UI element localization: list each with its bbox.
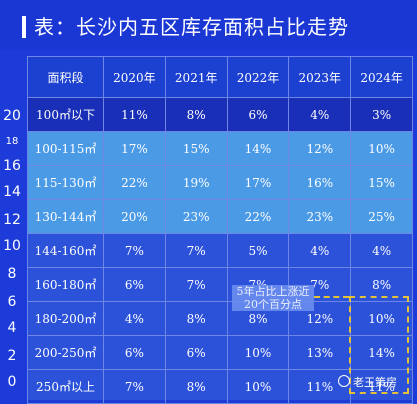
column-header-year: 2022年 xyxy=(226,56,290,98)
table-header-row: 面积段 2020年 2021年 2022年 2023年 2024年 xyxy=(27,56,413,98)
y-tick-label: 4 xyxy=(7,320,17,336)
table-cell: 25% xyxy=(350,199,413,234)
table-cell: 17% xyxy=(226,165,290,200)
table-cell: 15% xyxy=(164,131,228,166)
y-tick-label: 0 xyxy=(7,374,17,390)
data-table-container: 面积段 2020年 2021年 2022年 2023年 2024年 100㎡以下 11% 8%… xyxy=(27,56,413,404)
watermark-icon xyxy=(338,375,350,387)
row-label: 250㎡以上 xyxy=(27,369,104,404)
y-tick-label: 6 xyxy=(7,294,17,310)
row-label: 200-250㎡ xyxy=(27,335,104,370)
table-cell: 4% xyxy=(288,97,352,132)
table-row: 250㎡以上 7% 8% 10% 11% 11% xyxy=(27,369,413,404)
table-cell: 12% xyxy=(288,131,352,166)
table-row: 115-130㎡ 22% 19% 17% 16% 15% xyxy=(27,165,413,200)
table-cell: 20% xyxy=(103,199,166,234)
row-label: 100-115㎡ xyxy=(27,131,104,166)
table-cell: 23% xyxy=(164,199,228,234)
annotation-connector xyxy=(314,296,349,298)
table-cell: 8% xyxy=(164,369,228,404)
table-cell: 4% xyxy=(350,233,413,268)
table-row: 144-160㎡ 7% 7% 5% 4% 4% xyxy=(27,233,413,268)
table-cell: 11% xyxy=(103,97,166,132)
table-row: 100-115㎡ 17% 15% 14% 12% 10% xyxy=(27,131,413,166)
table-cell: 10% xyxy=(226,335,290,370)
row-label: 130-144㎡ xyxy=(27,199,104,234)
table-cell: 6% xyxy=(103,335,166,370)
title-accent-bar xyxy=(22,16,26,38)
y-tick-label: 18 xyxy=(5,136,19,147)
table-row: 200-250㎡ 6% 6% 10% 13% 14% xyxy=(27,335,413,370)
table-cell: 10% xyxy=(226,369,290,404)
table-cell: 6% xyxy=(164,335,228,370)
table-cell: 4% xyxy=(288,233,352,268)
row-label: 160-180㎡ xyxy=(27,267,104,302)
table-row: 130-144㎡ 20% 23% 22% 23% 25% xyxy=(27,199,413,234)
table-cell: 14% xyxy=(350,335,413,370)
watermark: 老王策房 xyxy=(338,374,397,390)
y-tick-label: 14 xyxy=(3,184,21,200)
row-label: 180-200㎡ xyxy=(27,301,104,336)
y-tick-label: 10 xyxy=(3,238,21,254)
table-cell: 8% xyxy=(164,97,228,132)
highlight-dashed-box xyxy=(349,296,409,394)
table-cell: 7% xyxy=(164,233,228,268)
y-tick-label: 16 xyxy=(3,158,21,174)
y-tick-label: 12 xyxy=(3,212,21,228)
table-cell: 22% xyxy=(103,165,166,200)
table-cell: 23% xyxy=(288,199,352,234)
table-cell: 22% xyxy=(226,199,290,234)
row-label: 100㎡以下 xyxy=(27,97,104,132)
table-cell: 10% xyxy=(350,131,413,166)
row-label: 115-130㎡ xyxy=(27,165,104,200)
table-cell: 8% xyxy=(164,301,228,336)
table-cell: 7% xyxy=(103,369,166,404)
column-header-year: 2023年 xyxy=(288,56,352,98)
table-cell: 16% xyxy=(288,165,352,200)
table-cell: 5% xyxy=(226,233,290,268)
header: 表：长沙内五区库存面积占比走势 xyxy=(0,0,417,50)
column-header-year: 2024年 xyxy=(350,56,413,98)
table-cell: 3% xyxy=(350,97,413,132)
table-cell: 13% xyxy=(288,335,352,370)
table-cell: 7% xyxy=(164,267,228,302)
y-tick-label: 20 xyxy=(3,108,21,124)
table-row: 100㎡以下 11% 8% 6% 4% 3% xyxy=(27,97,413,132)
table-cell: 7% xyxy=(103,233,166,268)
column-header-year: 2020年 xyxy=(103,56,166,98)
table-cell: 4% xyxy=(103,301,166,336)
y-tick-label: 8 xyxy=(7,266,17,282)
y-tick-label: 2 xyxy=(7,348,17,364)
table-cell: 15% xyxy=(350,165,413,200)
table-body: 100㎡以下 11% 8% 6% 4% 3% 100-115㎡ 17% 15% 14% 12% 10%… xyxy=(27,97,413,404)
data-table: 面积段 2020年 2021年 2022年 2023年 2024年 100㎡以下 11% 8%… xyxy=(27,56,413,404)
table-cell: 6% xyxy=(103,267,166,302)
watermark-text: 老王策房 xyxy=(353,376,397,389)
table-cell: 19% xyxy=(164,165,228,200)
row-label: 144-160㎡ xyxy=(27,233,104,268)
table-cell: 17% xyxy=(103,131,166,166)
trend-annotation: 5年占比上涨近20个百分点 xyxy=(232,285,314,311)
column-header-year: 2021年 xyxy=(164,56,228,98)
column-header-area: 面积段 xyxy=(27,56,104,98)
table-cell: 11% xyxy=(350,369,413,404)
table-cell: 14% xyxy=(226,131,290,166)
table-cell: 6% xyxy=(226,97,290,132)
chart-title: 表：长沙内五区库存面积占比走势 xyxy=(34,15,349,39)
table-cell: 10% xyxy=(350,301,413,336)
